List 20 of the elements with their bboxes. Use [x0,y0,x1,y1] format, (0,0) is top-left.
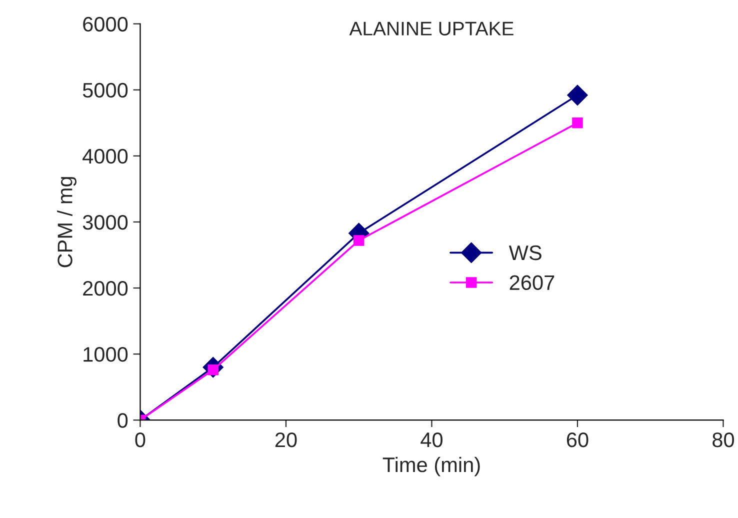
y-tick-label: 4000 [82,148,128,164]
y-tick-label: 2000 [83,281,128,296]
x-tick-label: 80 [712,432,734,448]
x-tick-label: 20 [275,432,297,448]
point [353,235,364,246]
legend-label: 2607 [510,275,554,290]
y-tick-label: 5000 [82,82,128,98]
x-tick-label: 0 [135,432,146,448]
y-tick-label: 0 [118,413,128,428]
x-tick-label: 60 [566,432,588,448]
point [572,118,583,128]
x-tick-label: 40 [420,432,443,448]
chart-title: ALANINE UPTAKE [349,22,514,36]
y-axis-title: CPM / mg [57,177,77,268]
y-tick-label: 6000 [83,16,128,32]
legend-label: WS [508,245,542,260]
y-tick-label: 3000 [82,214,128,230]
x-axis-title: Time (min) [382,456,480,476]
point [567,84,588,106]
y-tick-label: 1000 [84,347,128,362]
